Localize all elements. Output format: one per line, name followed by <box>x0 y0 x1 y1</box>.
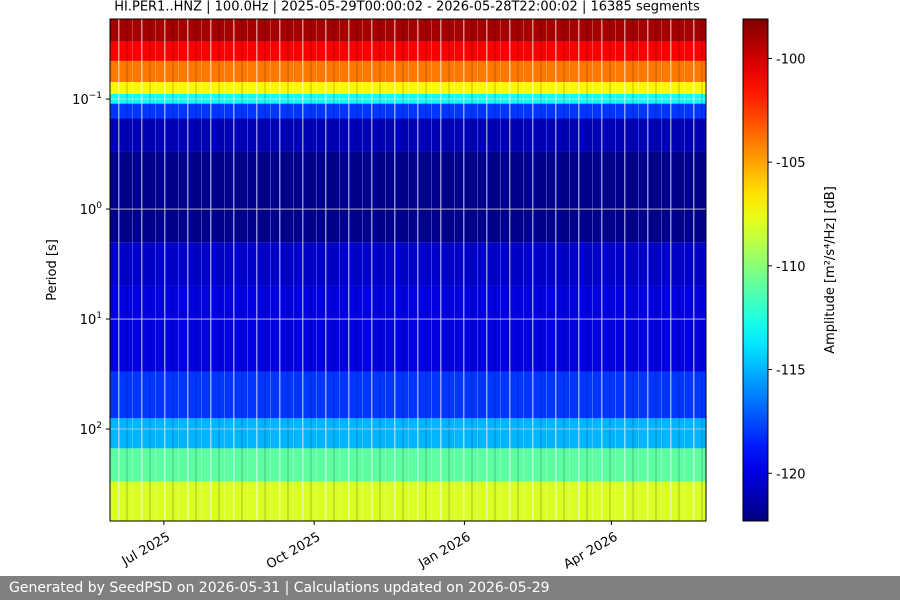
chart: HI.PER1..HNZ | 100.0Hz | 2025-05-29T00:0… <box>45 0 838 573</box>
y-tick-label: 101 <box>80 311 102 328</box>
x-tick-label: Jul 2025 <box>119 530 173 570</box>
footer: Generated by SeedPSD on 2026-05-31 | Cal… <box>0 576 900 600</box>
colorbar-tick-label: -110 <box>776 260 806 275</box>
colorbar <box>742 18 769 522</box>
chart-title: HI.PER1..HNZ | 100.0Hz | 2025-05-29T00:0… <box>114 0 700 15</box>
plot-frame <box>109 18 707 522</box>
y-tick-exponent: 0 <box>96 201 102 211</box>
colorbar-label: Amplitude [m²/s⁴/Hz] [dB] <box>823 186 838 354</box>
y-tick-label: 100 <box>80 201 103 218</box>
y-tick-exponent: 1 <box>96 311 102 321</box>
texture <box>110 19 706 521</box>
colorbar-tick-label: -100 <box>776 52 806 67</box>
x-tick-label: Jan 2026 <box>415 530 473 572</box>
colorbar-tick-label: -120 <box>776 467 806 482</box>
y-tick-label: 10−1 <box>72 91 102 108</box>
y-tick-base: 10 <box>80 203 97 218</box>
colorbar-tick-label: -105 <box>776 156 806 171</box>
y-tick-exponent: 2 <box>96 421 102 431</box>
y-tick-base: 10 <box>80 313 97 328</box>
y-tick-base: 10 <box>80 423 97 438</box>
y-axis-label: Period [s] <box>45 239 60 301</box>
x-tick-label: Oct 2025 <box>264 530 323 573</box>
y-tick-exponent: −1 <box>89 91 102 101</box>
colorbar-tick-label: -115 <box>776 364 806 379</box>
x-tick-label: Apr 2026 <box>561 530 620 573</box>
y-tick-label: 102 <box>80 421 102 438</box>
y-tick-base: 10 <box>72 93 89 108</box>
